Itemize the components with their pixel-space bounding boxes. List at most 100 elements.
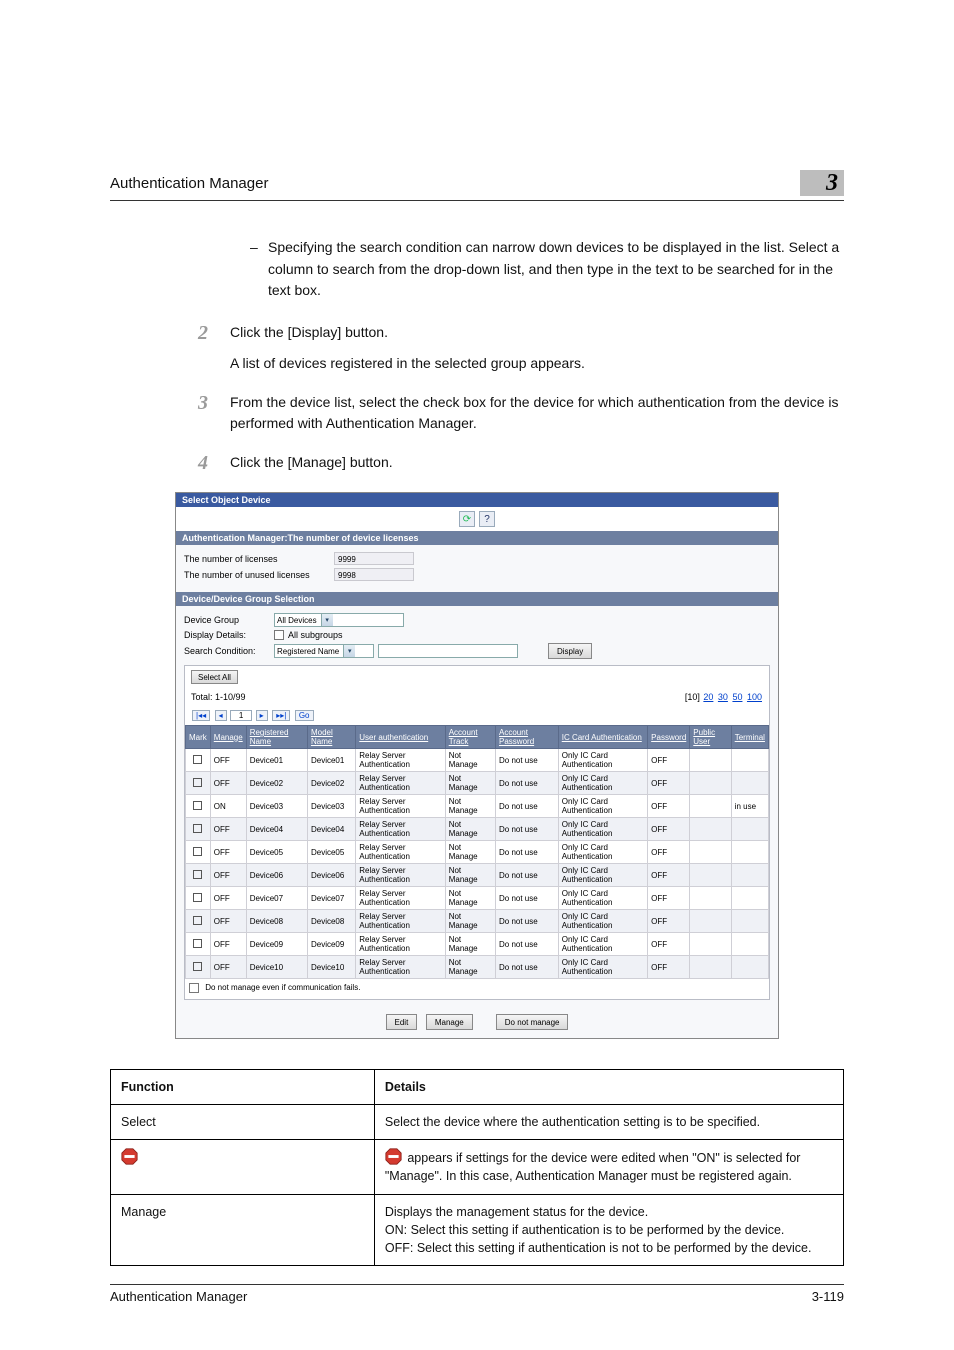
cell-account-password: Do not use [496, 864, 559, 887]
col-terminal[interactable]: Terminal [731, 726, 768, 749]
cell-user-auth: Relay Server Authentication [356, 772, 445, 795]
cell-model-name: Device06 [307, 864, 355, 887]
desc-warning-text: appears if settings for the device were … [385, 1151, 801, 1183]
pager-prev-icon[interactable]: ◂ [215, 710, 227, 721]
do-not-manage-fail-checkbox[interactable] [189, 983, 199, 993]
col-account-track[interactable]: Account Track [445, 726, 495, 749]
page-size-50[interactable]: 50 [732, 692, 742, 702]
cell-user-auth: Relay Server Authentication [356, 910, 445, 933]
table-row: ONDevice03Device03Relay Server Authentic… [186, 795, 769, 818]
do-not-manage-button[interactable]: Do not manage [496, 1014, 569, 1030]
desc-select-detail: Select the device where the authenticati… [374, 1105, 843, 1140]
cell-account-track: Not Manage [445, 864, 495, 887]
select-all-button[interactable]: Select All [191, 670, 238, 684]
cell-registered-name: Device10 [246, 956, 307, 979]
cell-registered-name: Device02 [246, 772, 307, 795]
device-table: Mark Manage Registered Name Model Name U… [185, 725, 769, 979]
edit-button[interactable]: Edit [386, 1014, 418, 1030]
row-checkbox[interactable] [193, 824, 202, 833]
cell-password: OFF [648, 795, 690, 818]
col-mark: Mark [186, 726, 211, 749]
cell-ic-card-auth: Only IC Card Authentication [558, 818, 647, 841]
intro-note: – Specifying the search condition can na… [110, 237, 844, 302]
cell-manage: OFF [210, 772, 246, 795]
cell-ic-card-auth: Only IC Card Authentication [558, 749, 647, 772]
col-account-password[interactable]: Account Password [496, 726, 559, 749]
col-user-auth[interactable]: User authentication [356, 726, 445, 749]
pager-page-input[interactable] [230, 710, 252, 721]
page-size-30[interactable]: 30 [718, 692, 728, 702]
step-4: 4 Click the [Manage] button. [110, 452, 844, 474]
row-checkbox[interactable] [193, 801, 202, 810]
cell-public-user [690, 910, 731, 933]
col-public-user[interactable]: Public User [690, 726, 731, 749]
cell-account-password: Do not use [496, 910, 559, 933]
cell-public-user [690, 749, 731, 772]
refresh-icon[interactable]: ⟳ [459, 511, 475, 527]
license-unused-value: 9998 [334, 568, 414, 581]
row-checkbox[interactable] [193, 847, 202, 856]
screenshot-select-object-device: Select Object Device ⟳ ? Authentication … [175, 492, 779, 1039]
all-subgroups-checkbox[interactable] [274, 630, 284, 640]
step-2-text: Click the [Display] button. [230, 322, 844, 343]
cell-manage: OFF [210, 864, 246, 887]
device-list: Select All Total: 1-10/99 [10] 20 30 50 … [184, 665, 770, 1000]
pager-go-button[interactable]: Go [295, 710, 314, 721]
cell-registered-name: Device08 [246, 910, 307, 933]
cell-account-password: Do not use [496, 933, 559, 956]
col-password[interactable]: Password [648, 726, 690, 749]
step-number: 3 [110, 392, 230, 434]
table-row: OFFDevice04Device04Relay Server Authenti… [186, 818, 769, 841]
search-text-input[interactable] [378, 644, 518, 658]
manage-button[interactable]: Manage [426, 1014, 473, 1030]
cell-account-track: Not Manage [445, 795, 495, 818]
cell-terminal [731, 749, 768, 772]
cell-account-track: Not Manage [445, 933, 495, 956]
display-button[interactable]: Display [548, 643, 592, 659]
desc-header-details: Details [374, 1070, 843, 1105]
cell-password: OFF [648, 864, 690, 887]
search-column-select[interactable]: Registered Name ▾ [274, 644, 374, 658]
col-model-name[interactable]: Model Name [307, 726, 355, 749]
help-icon[interactable]: ? [479, 511, 495, 527]
row-checkbox[interactable] [193, 939, 202, 948]
description-table: Function Details Select Select the devic… [110, 1069, 844, 1266]
step-2: 2 Click the [Display] button. A list of … [110, 322, 844, 374]
search-condition-label: Search Condition: [184, 646, 274, 656]
device-group-select[interactable]: All Devices ▾ [274, 613, 404, 627]
cell-registered-name: Device05 [246, 841, 307, 864]
cell-public-user [690, 795, 731, 818]
row-checkbox[interactable] [193, 916, 202, 925]
row-checkbox[interactable] [193, 755, 202, 764]
page-size-100[interactable]: 100 [747, 692, 762, 702]
header-title: Authentication Manager [110, 175, 800, 192]
pager-last-icon[interactable]: ▸▸| [272, 710, 290, 721]
cell-manage: OFF [210, 818, 246, 841]
cell-manage: OFF [210, 841, 246, 864]
col-manage[interactable]: Manage [210, 726, 246, 749]
page-size-20[interactable]: 20 [703, 692, 713, 702]
cell-password: OFF [648, 910, 690, 933]
cell-terminal [731, 864, 768, 887]
pager-first-icon[interactable]: |◂◂ [192, 710, 210, 721]
desc-warning-detail: appears if settings for the device were … [374, 1140, 843, 1194]
cell-registered-name: Device04 [246, 818, 307, 841]
col-registered-name[interactable]: Registered Name [246, 726, 307, 749]
cell-account-password: Do not use [496, 841, 559, 864]
step-number: 4 [110, 452, 230, 474]
cell-terminal [731, 956, 768, 979]
row-checkbox[interactable] [193, 893, 202, 902]
pager-next-icon[interactable]: ▸ [256, 710, 268, 721]
table-row: OFFDevice02Device02Relay Server Authenti… [186, 772, 769, 795]
row-checkbox[interactable] [193, 962, 202, 971]
row-checkbox[interactable] [193, 870, 202, 879]
page-footer: Authentication Manager 3-119 [110, 1284, 844, 1304]
cell-model-name: Device04 [307, 818, 355, 841]
cell-user-auth: Relay Server Authentication [356, 818, 445, 841]
row-checkbox[interactable] [193, 778, 202, 787]
device-group-label: Device Group [184, 615, 274, 625]
cell-manage: OFF [210, 933, 246, 956]
col-ic-card-auth[interactable]: IC Card Authentication [558, 726, 647, 749]
page-header: Authentication Manager 3 [110, 170, 844, 201]
total-label: Total: [191, 692, 213, 702]
